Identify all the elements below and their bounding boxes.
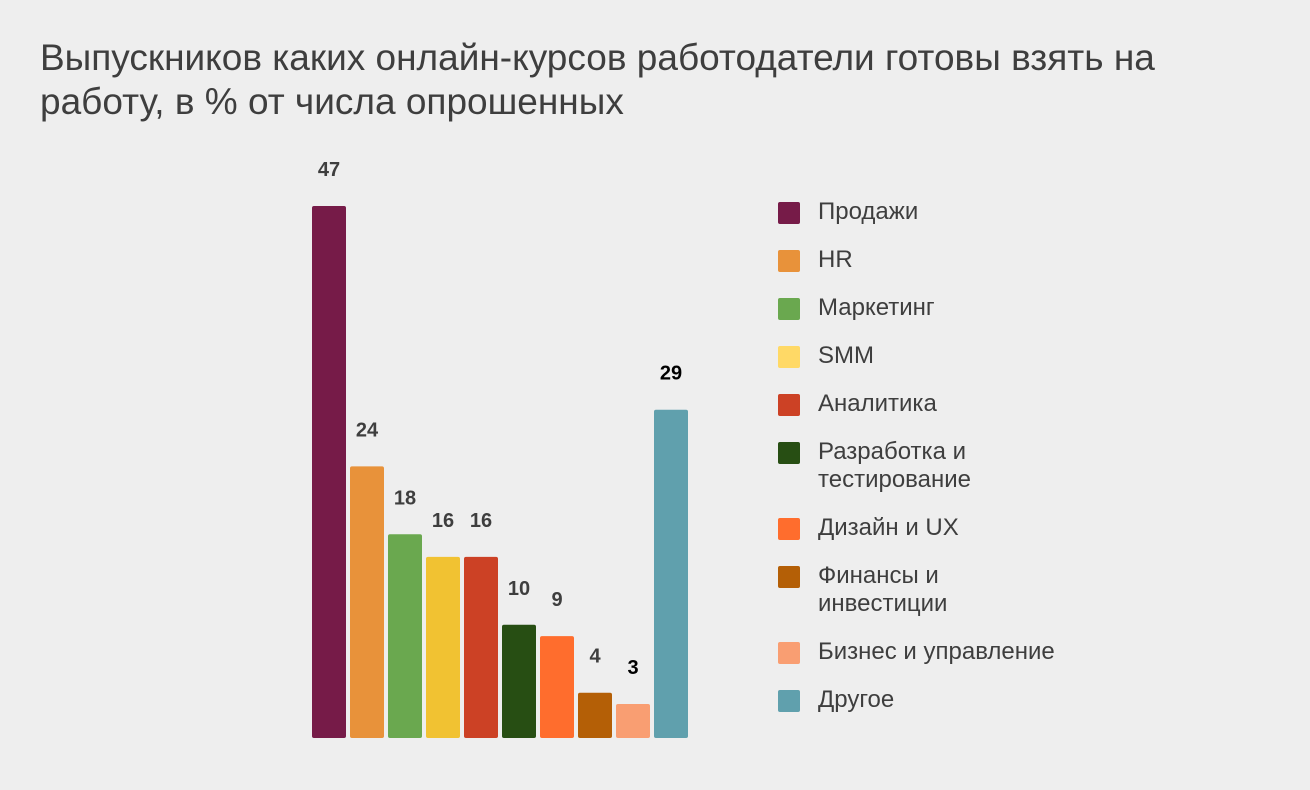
legend-item-development: Разработка и тестирование: [778, 438, 971, 494]
bar-2: [350, 466, 384, 738]
chart-title: Выпускников каких онлайн-курсов работода…: [40, 37, 1155, 122]
bar-4: [426, 556, 460, 738]
legend-label: Маркетинг: [818, 294, 935, 321]
bar-value-label: 4: [589, 646, 601, 668]
legend-swatch: [778, 690, 800, 712]
legend-swatch: [778, 394, 800, 416]
legend-item-smm: SMM: [778, 342, 874, 370]
legend-swatch: [778, 298, 800, 320]
legend-item-analytics: Аналитика: [778, 390, 937, 418]
bar-value-label: 10: [508, 578, 530, 600]
bar-9: [616, 704, 650, 738]
bar-value-label: 16: [432, 510, 454, 532]
bar-value-label: 18: [394, 487, 416, 509]
bar-value-label: 3: [627, 657, 638, 679]
bar-7: [540, 636, 574, 738]
bar-value-label: 24: [356, 419, 379, 441]
legend-swatch: [778, 346, 800, 368]
legend-label: Аналитика: [818, 390, 937, 417]
bar-value-label: 16: [470, 510, 492, 532]
legend-label: Продажи: [818, 198, 919, 225]
legend-label: Финансы и инвестиции: [818, 562, 948, 617]
legend-label: HR: [818, 246, 853, 273]
legend-item-design: Дизайн и UX: [778, 514, 959, 542]
legend-label: Разработка и тестирование: [818, 438, 971, 493]
legend-swatch: [778, 566, 800, 588]
legend-label: Бизнес и управление: [818, 638, 1055, 665]
legend-item-marketing: Маркетинг: [778, 294, 935, 322]
bar-value-label: 9: [551, 589, 562, 611]
bar-1: [312, 206, 346, 738]
legend-item-finance: Финансы и инвестиции: [778, 562, 947, 618]
bar-3: [388, 534, 422, 738]
bar-6: [502, 624, 536, 738]
legend-swatch: [778, 642, 800, 664]
legend-item-business: Бизнес и управление: [778, 638, 1055, 666]
bar-value-label: 29: [660, 363, 682, 385]
legend-swatch: [778, 202, 800, 224]
legend-label: Дизайн и UX: [818, 514, 959, 541]
bar-8: [578, 692, 612, 738]
legend-swatch: [778, 442, 800, 464]
legend-item-sales: Продажи: [778, 198, 918, 226]
bar-10: [654, 409, 688, 738]
legend-label: SMM: [818, 342, 874, 369]
legend-label: Другое: [818, 686, 895, 713]
legend-swatch: [778, 250, 800, 272]
bar-5: [464, 556, 498, 738]
bar-value-label: 47: [318, 159, 340, 181]
legend-item-hr: HR: [778, 246, 853, 274]
legend-item-other: Другое: [778, 686, 894, 714]
legend-swatch: [778, 518, 800, 540]
